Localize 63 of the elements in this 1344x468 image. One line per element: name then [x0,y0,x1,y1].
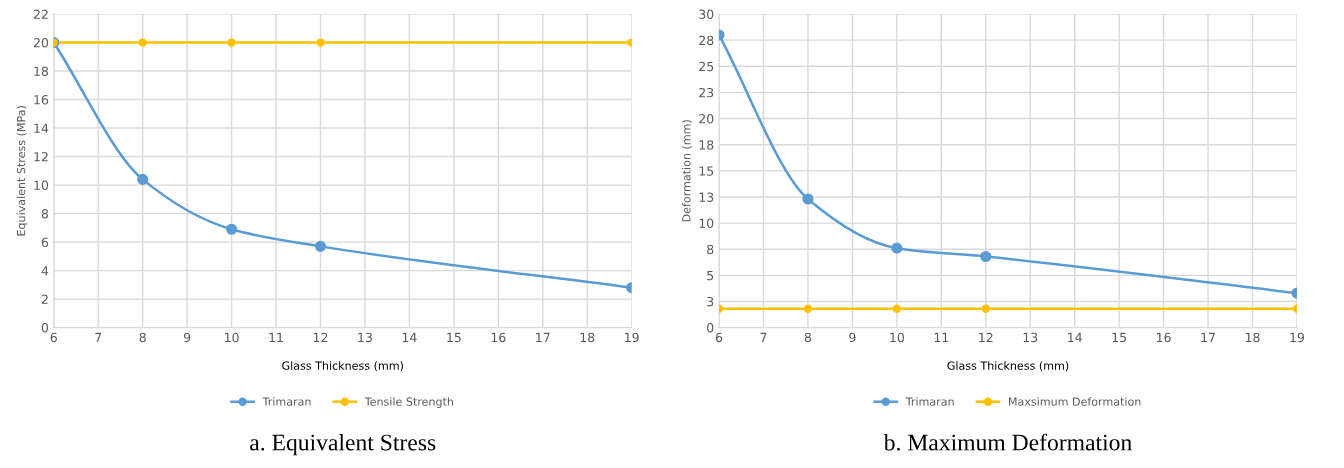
x-tick-label: 17 [1201,332,1215,342]
x-tick-label: 7 [760,332,767,342]
x-tick-label: 14 [402,332,417,342]
y-tick-label: 20 [33,38,49,48]
y-tick-label: 25 [699,61,714,72]
y-tick-label: 16 [34,95,49,105]
x-tick-label: 12 [979,332,993,342]
text: b. Maximum Deformation [883,433,1132,451]
x-tick-label: 18 [1245,332,1260,343]
y-tick-label: 20 [699,114,714,124]
y-tick-label: 18 [699,140,714,150]
x-tick-label: 15 [1112,332,1126,343]
x-tick-label: 8 [804,332,812,343]
x-tick-label: 14 [1068,332,1082,342]
x-tick-label: 19 [1290,332,1305,343]
x-tick-label: 10 [890,332,904,343]
y-tick-label: 8 [707,244,714,255]
y-tick-label: 3 [707,296,714,307]
y-tick-label: 12 [34,152,48,162]
y-tick-label: 10 [34,180,49,190]
x-tick-label: 10 [225,332,239,343]
text: a. Equivalent Stress [250,433,436,456]
x-tick-label: 6 [715,332,723,343]
x-tick-label: 7 [95,332,102,342]
x-tick-label: 19 [625,332,639,343]
y-tick-label: 28 [699,35,714,46]
y-tick-label: 6 [41,237,49,248]
x-tick-label: 11 [269,332,283,342]
x-axis-title: Glass Thickness (mm) [947,361,1069,372]
legend-label: Maxsimum Deformation [1009,397,1141,406]
x-tick-label: 8 [139,332,146,343]
x-tick-label: 9 [183,332,191,343]
y-tick-label: 18 [34,66,49,76]
x-tick-label: 16 [1157,332,1171,343]
y-tick-label: 15 [699,166,714,176]
y-tick-label: 23 [699,87,714,98]
y-tick-label: 2 [41,294,48,304]
y-tick-label: 22 [33,9,48,19]
y-tick-label: 13 [699,192,714,202]
y-tick-label: 0 [707,323,714,333]
x-tick-label: 13 [358,332,372,343]
y-axis-title: Equivalent Stress (MPa) [16,106,28,236]
legend-label: Trimaran [262,397,311,406]
y-axis-title: Deformation (mm) [681,120,692,222]
y-tick-label: 14 [34,123,49,133]
x-tick-label: 17 [536,332,550,342]
legend-label: Trimaran [905,397,954,406]
x-tick-label: 16 [491,332,506,343]
x-tick-label: 12 [313,332,328,342]
x-axis-title: Glass Thickness (mm) [282,361,403,372]
x-tick-label: 11 [934,332,949,342]
x-tick-label: 18 [580,332,595,343]
y-tick-label: 30 [699,9,714,19]
x-tick-label: 15 [447,332,461,343]
legend-label: Tensile Strength [364,397,454,408]
x-tick-label: 13 [1023,332,1038,343]
x-tick-label: 6 [50,332,57,343]
x-tick-label: 9 [849,332,856,343]
y-tick-label: 8 [41,209,49,219]
y-tick-label: 10 [699,218,714,229]
y-tick-label: 4 [41,266,49,276]
y-tick-label: 5 [707,270,714,281]
y-tick-label: 0 [41,323,49,333]
